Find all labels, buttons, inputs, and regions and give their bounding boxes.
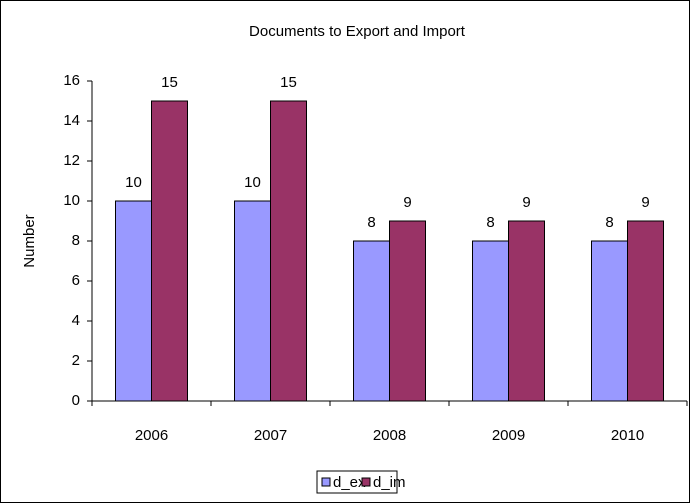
data-label: 8 <box>486 214 494 231</box>
y-tick-label: 0 <box>72 392 80 409</box>
bar <box>270 100 307 402</box>
y-tick-label: 2 <box>72 352 80 369</box>
data-label: 8 <box>367 214 375 231</box>
bar <box>591 240 628 402</box>
legend-label: d_ex <box>333 474 366 491</box>
data-label: 15 <box>280 74 297 91</box>
y-tick-label: 8 <box>72 232 80 249</box>
legend-box <box>316 470 398 494</box>
y-tick-label: 4 <box>72 312 80 329</box>
data-label: 10 <box>125 174 142 191</box>
x-tick-label: 2007 <box>254 427 287 444</box>
data-label: 9 <box>403 194 411 211</box>
data-label: 9 <box>641 194 649 211</box>
y-tick-label: 16 <box>63 72 80 89</box>
bar <box>353 240 390 402</box>
x-tick-label: 2010 <box>611 427 644 444</box>
bar <box>389 220 426 402</box>
data-label: 8 <box>605 214 613 231</box>
y-tick-label: 12 <box>63 152 80 169</box>
legend-label: d_im <box>373 474 406 491</box>
legend-swatch <box>321 477 331 487</box>
y-tick-label: 6 <box>72 272 80 289</box>
bar <box>115 200 152 402</box>
bar <box>627 220 664 402</box>
legend-swatch <box>361 477 371 487</box>
data-label: 9 <box>522 194 530 211</box>
x-tick-label: 2008 <box>373 427 406 444</box>
x-tick-label: 2009 <box>492 427 525 444</box>
y-axis-label: Number <box>21 214 38 267</box>
bar <box>234 200 271 402</box>
bar <box>508 220 545 402</box>
bar <box>151 100 188 402</box>
y-tick-label: 10 <box>63 192 80 209</box>
x-tick-label: 2006 <box>135 427 168 444</box>
data-label: 10 <box>244 174 261 191</box>
chart-title: Documents to Export and Import <box>249 23 466 40</box>
data-label: 15 <box>161 74 178 91</box>
y-tick-label: 14 <box>63 112 80 129</box>
bar <box>472 240 509 402</box>
